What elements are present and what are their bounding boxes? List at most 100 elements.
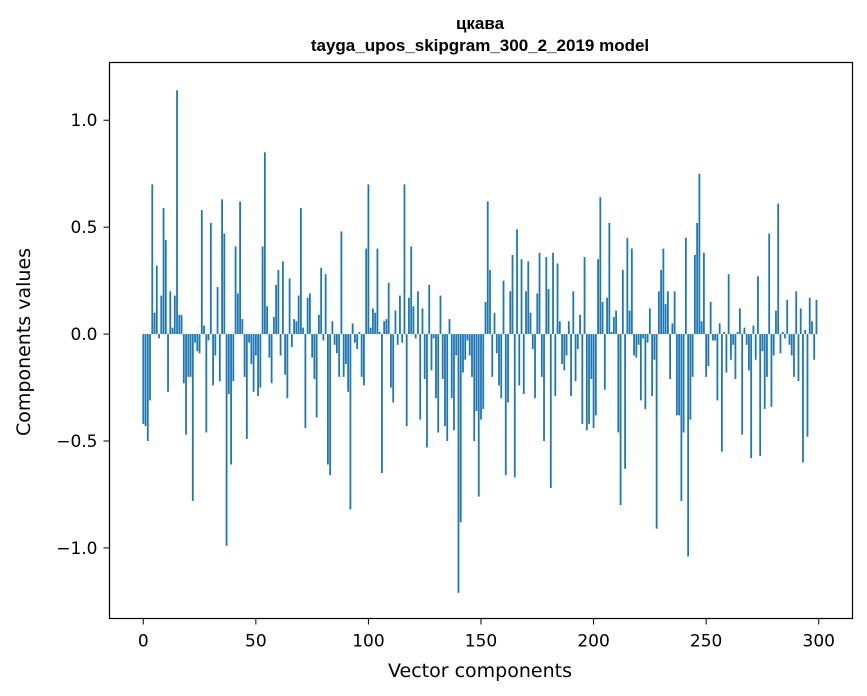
- bar-component-127: [428, 284, 431, 335]
- bar-component-214: [624, 334, 626, 469]
- bar-component-129: [432, 334, 435, 339]
- bar-component-204: [601, 302, 604, 335]
- bar-component-117: [405, 334, 408, 427]
- bar-component-195: [581, 334, 584, 424]
- bar-component-156: [493, 312, 496, 335]
- bar-component-247: [698, 173, 701, 335]
- bar-component-228: [655, 334, 658, 529]
- bar-component-72: [304, 334, 307, 429]
- bar-component-147: [473, 334, 476, 441]
- bar-component-295: [806, 334, 809, 437]
- bar-component-87: [338, 334, 341, 377]
- bar-component-206: [606, 297, 608, 335]
- bar-component-142: [462, 334, 464, 373]
- bar-component-215: [626, 237, 629, 335]
- bar-component-45: [243, 334, 246, 377]
- bar-component-130: [435, 334, 437, 399]
- bar-component-35: [221, 199, 223, 335]
- bar-component-67: [293, 319, 296, 335]
- bar-component-280: [772, 334, 775, 356]
- bar-component-216: [628, 310, 631, 335]
- bar-component-183: [554, 334, 557, 397]
- bar-component-292: [799, 308, 802, 335]
- bar-component-16: [178, 314, 181, 335]
- bar-component-61: [279, 334, 282, 356]
- bar-component-78: [317, 314, 320, 335]
- bar-component-102: [372, 308, 374, 335]
- bar-component-60: [277, 269, 280, 335]
- bar-component-287: [788, 334, 791, 345]
- bar-component-100: [367, 184, 370, 335]
- bar-component-9: [162, 207, 165, 335]
- bar-component-20: [187, 334, 190, 377]
- bar-component-26: [200, 210, 203, 335]
- bar-component-152: [484, 302, 487, 335]
- bar-component-200: [592, 334, 595, 429]
- bar-component-17: [180, 314, 183, 335]
- bar-component-12: [169, 291, 172, 335]
- bar-component-268: [745, 334, 748, 345]
- bar-component-155: [491, 334, 494, 377]
- bar-component-132: [439, 295, 442, 335]
- bar-component-163: [509, 291, 512, 335]
- bar-component-167: [518, 334, 521, 386]
- bar-component-192: [574, 334, 577, 382]
- bar-component-91: [347, 334, 350, 392]
- bar-component-281: [775, 310, 777, 335]
- bar-component-25: [198, 334, 201, 354]
- bar-component-93: [351, 323, 354, 335]
- bar-component-248: [700, 321, 703, 335]
- bar-component-175: [536, 293, 539, 335]
- bar-component-6: [155, 265, 158, 335]
- y-axis-label: Components values: [13, 248, 35, 436]
- bar-component-139: [455, 334, 458, 356]
- bar-component-86: [336, 334, 338, 354]
- bar-component-185: [558, 321, 561, 335]
- bar-component-55: [266, 306, 269, 335]
- bar-component-194: [579, 314, 581, 335]
- bar-component-210: [615, 310, 617, 335]
- bar-component-44: [241, 319, 244, 335]
- bar-component-203: [599, 197, 602, 335]
- bar-component-50: [254, 334, 257, 356]
- bar-component-166: [516, 229, 518, 335]
- bar-component-275: [761, 334, 764, 352]
- x-tick-label: 50: [245, 632, 267, 652]
- bar-component-269: [748, 334, 750, 371]
- bar-component-107: [383, 321, 386, 335]
- bar-component-95: [356, 334, 359, 350]
- bar-component-258: [723, 331, 726, 335]
- bar-component-209: [612, 316, 615, 335]
- bar-component-296: [808, 297, 811, 335]
- bar-component-145: [468, 334, 471, 356]
- bar-component-118: [408, 297, 410, 335]
- bar-component-231: [662, 248, 665, 335]
- bar-component-112: [394, 310, 397, 335]
- bar-component-261: [730, 334, 732, 360]
- bar-component-111: [392, 334, 395, 403]
- bar-component-42: [236, 293, 239, 335]
- bar-component-177: [540, 334, 543, 377]
- bar-component-196: [583, 257, 586, 335]
- bar-component-197: [585, 334, 588, 431]
- bar-component-193: [576, 334, 579, 350]
- bar-component-277: [766, 334, 768, 377]
- bar-component-251: [707, 334, 710, 367]
- bar-component-157: [495, 334, 498, 354]
- bar-component-51: [257, 334, 259, 397]
- bar-component-79: [320, 267, 323, 335]
- x-tick-label: 250: [690, 632, 722, 652]
- bar-component-217: [630, 248, 633, 335]
- bar-component-0: [142, 334, 145, 424]
- bar-component-297: [811, 321, 813, 335]
- bar-component-41: [234, 246, 237, 335]
- bar-component-249: [703, 252, 705, 335]
- bar-component-33: [216, 287, 219, 335]
- bar-component-7: [158, 334, 160, 339]
- bar-component-263: [734, 334, 737, 379]
- bar-component-182: [552, 252, 554, 335]
- bar-component-4: [151, 184, 154, 335]
- bar-component-299: [815, 299, 818, 335]
- bar-component-150: [480, 334, 482, 420]
- bar-component-124: [421, 308, 424, 335]
